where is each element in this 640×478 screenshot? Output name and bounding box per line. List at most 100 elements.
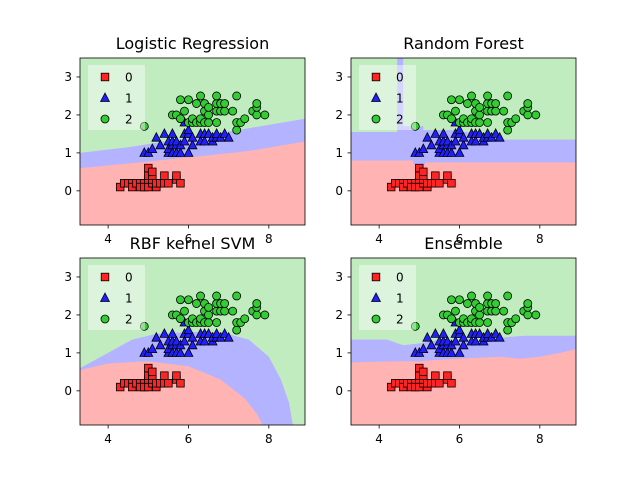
region-class-0 (351, 160, 576, 225)
point-class-1 (458, 331, 469, 342)
point-class-2 (447, 114, 456, 124)
x-tick-label: 8 (265, 432, 273, 446)
point-class-2 (204, 310, 213, 320)
legend-marker-2 (371, 314, 381, 324)
point-class-1 (203, 128, 214, 138)
point-class-1 (454, 347, 465, 357)
point-class-1 (438, 328, 449, 338)
point-class-2 (447, 95, 456, 105)
legend-marker-0 (100, 272, 110, 282)
point-class-0 (160, 171, 169, 180)
point-class-2 (232, 291, 242, 301)
point-class-2 (212, 291, 222, 301)
point-class-2 (523, 310, 533, 320)
y-tick-label: 2 (64, 308, 72, 322)
legend-box (88, 65, 145, 130)
point-class-1 (458, 339, 469, 350)
subplot-3: 4 6 8 0 1 2 3 0 1 2 Ensemble (335, 234, 577, 446)
legend-marker-0 (371, 72, 381, 82)
point-class-2 (176, 95, 185, 105)
point-class-1 (450, 135, 461, 146)
point-class-1 (211, 128, 222, 138)
point-class-2 (531, 110, 541, 120)
point-class-2 (176, 295, 185, 305)
point-class-2 (260, 310, 270, 320)
point-class-0 (148, 167, 157, 177)
point-class-1 (482, 128, 493, 138)
point-class-2 (220, 99, 230, 108)
point-class-0 (176, 379, 185, 388)
point-class-2 (491, 99, 501, 108)
y-tick-label: 3 (335, 70, 343, 84)
point-class-2 (475, 318, 484, 327)
point-class-2 (176, 114, 185, 124)
axes-frame (79, 57, 306, 226)
x-tick-label: 4 (375, 432, 383, 446)
legend-marker-2 (100, 114, 110, 124)
legend-label: 1 (125, 92, 133, 106)
point-class-1 (187, 131, 198, 142)
point-class-1 (159, 128, 170, 138)
legend: 0 1 2 (359, 265, 416, 330)
point-class-2 (196, 291, 205, 301)
point-class-1 (470, 335, 481, 346)
points (386, 91, 541, 192)
legend-marker-1 (99, 92, 111, 102)
point-class-1 (179, 335, 190, 346)
point-class-1 (187, 139, 198, 150)
x-tick-label: 6 (185, 432, 193, 446)
legend-marker-0 (100, 72, 110, 82)
point-class-1 (490, 328, 501, 338)
point-class-2 (204, 102, 213, 112)
point-class-1 (147, 143, 158, 153)
y-tick-label: 0 (335, 184, 343, 198)
point-class-1 (454, 124, 465, 135)
point-class-2 (204, 318, 213, 327)
point-class-1 (223, 131, 234, 142)
subplot-title: Random Forest (403, 34, 523, 53)
point-class-2 (204, 302, 213, 312)
point-class-1 (438, 128, 449, 138)
point-class-2 (467, 291, 476, 301)
subplot-2: 4 6 8 0 1 2 3 0 1 2 RBF kernel SVM (64, 234, 306, 446)
point-class-1 (418, 343, 429, 353)
point-class-1 (183, 147, 194, 157)
y-tick-label: 0 (64, 184, 72, 198)
point-class-1 (199, 335, 210, 346)
point-class-2 (176, 314, 185, 324)
axes-frame (350, 257, 577, 426)
legend-label: 0 (125, 71, 133, 85)
point-class-1 (494, 131, 505, 142)
point-class-1 (474, 128, 485, 138)
legend-label: 0 (396, 271, 404, 285)
point-class-1 (183, 324, 194, 335)
point-class-1 (458, 139, 469, 150)
point-class-2 (499, 306, 509, 316)
point-class-1 (167, 328, 178, 338)
subplot-1: 4 6 8 0 1 2 3 0 1 2 Random Forest (335, 34, 577, 246)
point-class-1 (442, 335, 453, 346)
point-class-1 (155, 139, 166, 150)
point-class-0 (172, 371, 181, 380)
point-class-0 (447, 179, 456, 188)
point-class-0 (148, 367, 157, 377)
point-class-2 (483, 318, 493, 327)
x-tick-label: 6 (456, 232, 464, 246)
legend-marker-2 (100, 314, 110, 324)
legend-label: 0 (125, 271, 133, 285)
legend-label: 1 (396, 92, 404, 106)
legend-marker-1 (370, 292, 382, 302)
legend: 0 1 2 (359, 65, 416, 130)
point-class-2 (451, 106, 460, 116)
point-class-1 (446, 147, 457, 157)
axes-frame (350, 57, 577, 226)
point-class-2 (232, 325, 242, 335)
point-class-1 (167, 128, 178, 138)
point-class-1 (187, 331, 198, 342)
point-class-2 (483, 291, 493, 301)
point-class-1 (458, 131, 469, 142)
point-class-2 (511, 114, 521, 124)
point-class-2 (475, 310, 484, 320)
point-class-1 (219, 328, 230, 338)
